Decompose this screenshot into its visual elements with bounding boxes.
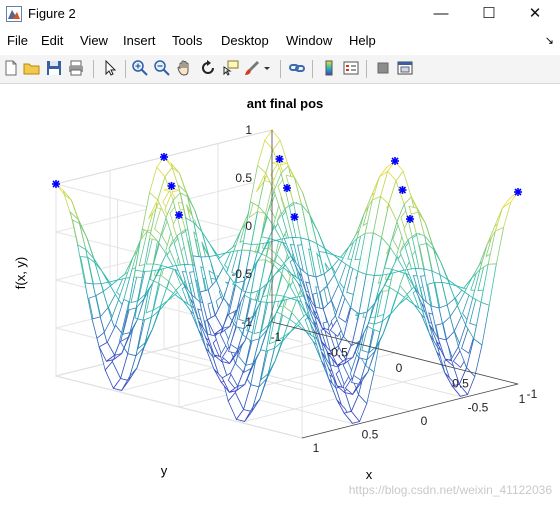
minimize-button[interactable]: — bbox=[433, 5, 449, 22]
maximize-button[interactable]: ☐ bbox=[482, 5, 496, 22]
menu-file[interactable]: File bbox=[7, 33, 28, 48]
menu-desktop[interactable]: Desktop bbox=[221, 33, 269, 48]
grid-line bbox=[163, 348, 411, 412]
marker-stroke bbox=[406, 215, 414, 223]
brush-dropdown-icon[interactable] bbox=[262, 59, 272, 77]
select-arrow-icon[interactable] bbox=[101, 59, 119, 77]
grid-line bbox=[55, 375, 303, 439]
ant-marker bbox=[160, 153, 168, 161]
pan-hand-icon[interactable] bbox=[176, 59, 194, 77]
marker-stroke bbox=[514, 188, 522, 196]
toolbar-separator bbox=[93, 60, 94, 78]
watermark: https://blog.csdn.net/weixin_41122036 bbox=[348, 483, 552, 497]
ant-marker bbox=[52, 180, 60, 188]
ant-marker bbox=[391, 157, 399, 165]
z-tick-label: -0.5 bbox=[231, 267, 252, 281]
x-axis-label: x bbox=[366, 467, 373, 482]
y-tick-label: -0.5 bbox=[468, 401, 489, 415]
rotate-3d-icon[interactable] bbox=[199, 59, 217, 77]
brush-icon[interactable] bbox=[243, 59, 261, 77]
marker-stroke bbox=[398, 186, 407, 194]
y-axis-label: y bbox=[161, 463, 168, 478]
zoom-in-icon[interactable] bbox=[131, 59, 149, 77]
x-tick-label: 0 bbox=[396, 361, 403, 375]
print-icon[interactable] bbox=[67, 59, 85, 77]
marker-stroke bbox=[175, 211, 183, 219]
marker-stroke bbox=[290, 213, 299, 221]
figure-toolbar bbox=[0, 55, 560, 84]
z-tick-label: -1 bbox=[241, 315, 252, 329]
open-icon[interactable] bbox=[23, 59, 41, 77]
chart-title: ant final pos bbox=[247, 96, 324, 111]
legend-icon[interactable] bbox=[342, 59, 360, 77]
ant-marker bbox=[167, 182, 176, 190]
x-tick-label: 0.5 bbox=[452, 377, 469, 391]
marker-stroke bbox=[52, 180, 60, 188]
ant-marker bbox=[283, 184, 291, 192]
menu-view[interactable]: View bbox=[80, 33, 108, 48]
menu-bar: File Edit View Insert Tools Desktop Wind… bbox=[0, 30, 560, 52]
data-cursor-icon[interactable] bbox=[221, 59, 239, 77]
x-tick-label: -0.5 bbox=[327, 346, 348, 360]
y-tick-label: 0.5 bbox=[362, 428, 379, 442]
axis-line bbox=[301, 383, 519, 439]
close-button[interactable]: ✕ bbox=[528, 5, 542, 22]
title-bar: Figure 2 — ☐ ✕ bbox=[0, 0, 560, 28]
menu-help[interactable]: Help bbox=[349, 33, 376, 48]
x-tick-label: -1 bbox=[271, 330, 282, 344]
axis-line bbox=[271, 321, 519, 385]
toolbar-separator bbox=[366, 60, 367, 78]
marker-stroke bbox=[275, 155, 284, 163]
y-tick-label: 1 bbox=[313, 441, 320, 455]
z-tick-label: 0 bbox=[245, 219, 252, 233]
menu-tools[interactable]: Tools bbox=[172, 33, 203, 48]
menu-window[interactable]: Window bbox=[286, 33, 333, 48]
figure-canvas: -1 -0.5 0 0.5 1 -1 -0.5 0 0.5 1 -1 -0.5 0 0.5 1 ant fi… bbox=[0, 84, 560, 503]
new-figure-icon[interactable] bbox=[2, 59, 20, 77]
toolbar-separator bbox=[125, 60, 126, 78]
ant-marker bbox=[175, 211, 183, 219]
toolbar-separator bbox=[280, 60, 281, 78]
ant-marker bbox=[398, 186, 407, 194]
axes-3d[interactable]: -1-0.500.51 -1-0.500.51-1-0.500.51 ant fi… bbox=[0, 84, 560, 503]
link-plot-icon[interactable] bbox=[288, 59, 306, 77]
z-axis-label: f(x, y) bbox=[13, 257, 28, 290]
hide-plot-tools-icon[interactable] bbox=[374, 59, 392, 77]
z-tick-label: 1 bbox=[245, 123, 252, 137]
menu-edit[interactable]: Edit bbox=[41, 33, 64, 48]
colorbar-icon[interactable] bbox=[320, 59, 338, 77]
save-icon[interactable] bbox=[45, 59, 63, 77]
menu-insert[interactable]: Insert bbox=[123, 33, 156, 48]
window-title: Figure 2 bbox=[28, 6, 76, 21]
show-plot-tools-icon[interactable] bbox=[396, 59, 414, 77]
marker-stroke bbox=[283, 184, 291, 192]
marker-stroke bbox=[167, 182, 176, 190]
dock-arrow-icon[interactable]: ↘ bbox=[544, 35, 554, 47]
y-tick-label: -1 bbox=[527, 387, 538, 401]
ant-marker bbox=[514, 188, 522, 196]
marker-stroke bbox=[160, 153, 168, 161]
ant-marker bbox=[406, 215, 414, 223]
x-tick-label: 1 bbox=[519, 392, 526, 406]
ant-marker bbox=[275, 155, 284, 163]
marker-stroke bbox=[391, 157, 399, 165]
toolbar-separator bbox=[312, 60, 313, 78]
y-tick-label: 0 bbox=[421, 414, 428, 428]
zoom-out-icon[interactable] bbox=[153, 59, 171, 77]
z-tick-label: 0.5 bbox=[235, 171, 252, 185]
matlab-figure-icon bbox=[6, 6, 22, 22]
ant-marker bbox=[290, 213, 299, 221]
